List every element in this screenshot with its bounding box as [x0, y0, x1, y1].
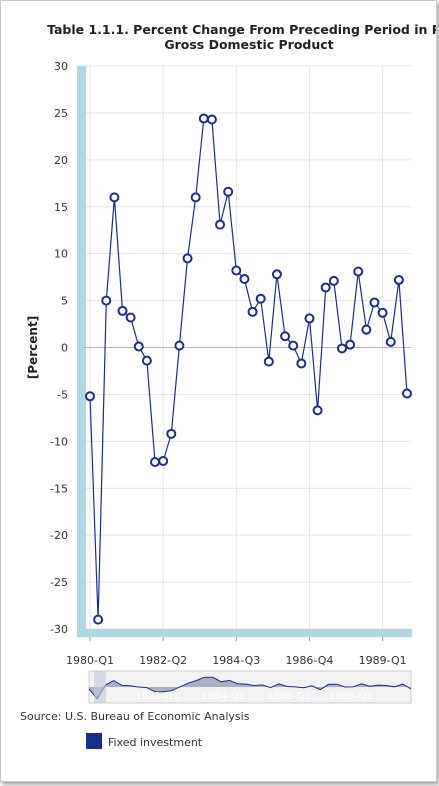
- data-point: [85, 391, 95, 402]
- y-tick-label: 10: [54, 248, 68, 261]
- data-point: [361, 324, 372, 335]
- data-point: [296, 358, 307, 369]
- x-axis-band: [77, 629, 412, 637]
- navigator-line: [88, 676, 412, 700]
- y-tick-label: 20: [54, 154, 68, 167]
- data-point: [336, 343, 347, 354]
- y-tick-labels: 30 25 20 15 10 5 0 -5 -10 -15 -20 -25 -30: [50, 60, 68, 636]
- y-tick-label: 30: [54, 60, 68, 73]
- data-point: [328, 275, 339, 286]
- x-tick-label: 1989-Q1: [359, 654, 407, 667]
- data-point: [117, 305, 128, 316]
- data-point: [182, 253, 193, 264]
- data-point: [125, 312, 136, 323]
- data-point: [393, 274, 404, 285]
- navigator-mask: [94, 671, 106, 703]
- y-tick-label: 0: [61, 342, 68, 355]
- y-tick-label: 15: [54, 201, 68, 214]
- navigator-area: [89, 677, 411, 699]
- y-tick-label: 5: [61, 295, 68, 308]
- source-text: Source: U.S. Bureau of Economic Analysis: [20, 710, 250, 723]
- y-tick-label: -25: [50, 576, 68, 589]
- navigator-label: 1982-Q1: [135, 691, 179, 702]
- data-point: [385, 336, 396, 347]
- y-tick-label: 25: [54, 107, 68, 120]
- data-point: [93, 614, 104, 625]
- series-fixed-investment: [85, 113, 412, 625]
- data-point: [150, 456, 161, 467]
- navigator-label: 1984-Q1: [201, 691, 245, 702]
- data-point: [377, 307, 388, 318]
- data-point: [345, 339, 356, 350]
- chart-title-line: Table 1.1.1. Percent Change From Precedi…: [47, 22, 436, 37]
- data-point: [101, 295, 112, 306]
- legend-label: Fixed investment: [108, 736, 203, 749]
- legend[interactable]: Fixed investment: [86, 733, 203, 749]
- x-tick-label: 1982-Q2: [139, 654, 187, 667]
- data-point: [304, 313, 315, 324]
- data-point: [166, 428, 177, 439]
- data-point: [158, 456, 169, 467]
- y-axis-label: [Percent]: [26, 316, 40, 379]
- y-tick-label: -30: [50, 623, 68, 636]
- data-point: [141, 355, 152, 366]
- y-tick-label: -10: [50, 435, 68, 448]
- data-point: [402, 388, 412, 399]
- series-line: [89, 117, 408, 620]
- navigator-label: 1988-Q1: [329, 691, 373, 702]
- data-point: [198, 113, 209, 124]
- legend-swatch: [86, 733, 102, 749]
- data-point: [109, 192, 120, 203]
- data-point: [280, 331, 291, 342]
- x-tick-label: 1984-Q3: [212, 654, 260, 667]
- navigator[interactable]: 1982-Q1 1984-Q1 1986-Q1 1988-Q1: [88, 670, 412, 704]
- data-point: [206, 114, 217, 125]
- y-axis-band: [77, 66, 86, 637]
- y-tick-label: -20: [50, 529, 68, 542]
- data-point: [255, 293, 266, 304]
- data-point: [369, 297, 380, 308]
- y-tick-label: -15: [50, 482, 68, 495]
- data-point: [288, 340, 299, 351]
- x-tick-label: 1980-Q1: [66, 654, 114, 667]
- data-point: [353, 266, 364, 277]
- data-point: [223, 186, 234, 197]
- navigator-label: 1986-Q1: [267, 691, 311, 702]
- x-tick-label: 1986-Q4: [285, 654, 333, 667]
- grid-lines: [83, 65, 411, 641]
- data-point: [312, 405, 323, 416]
- data-point: [215, 219, 226, 230]
- chart-title-line: Gross Domestic Product: [164, 37, 333, 52]
- data-point: [271, 269, 282, 280]
- data-point: [239, 274, 250, 285]
- y-tick-label: -5: [57, 388, 68, 401]
- chart-title: Table 1.1.1. Percent Change From Precedi…: [47, 22, 436, 52]
- data-point: [190, 192, 201, 203]
- data-point: [133, 341, 144, 352]
- data-point: [247, 306, 258, 317]
- data-point: [231, 265, 242, 276]
- data-point: [174, 340, 185, 351]
- data-point: [263, 356, 274, 367]
- x-tick-labels: 1980-Q1 1982-Q2 1984-Q3 1986-Q4 1989-Q1: [66, 654, 407, 667]
- data-point: [320, 282, 331, 293]
